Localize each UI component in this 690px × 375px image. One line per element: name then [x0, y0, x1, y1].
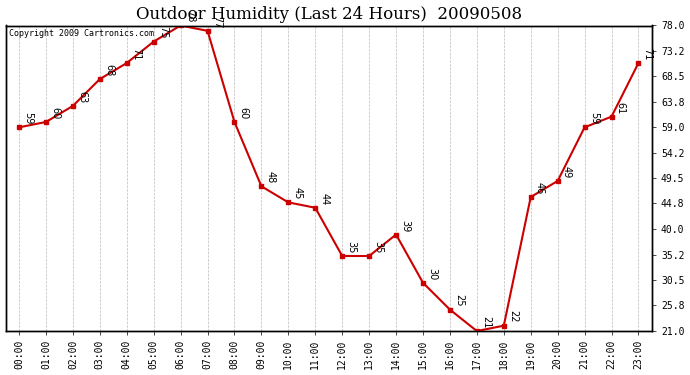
Text: 63: 63 — [77, 91, 87, 103]
Text: 71: 71 — [131, 48, 141, 60]
Text: 78: 78 — [185, 10, 195, 23]
Text: 68: 68 — [104, 64, 114, 76]
Text: 77: 77 — [212, 16, 221, 28]
Text: 35: 35 — [346, 241, 356, 253]
Text: 49: 49 — [562, 166, 572, 178]
Text: 59: 59 — [589, 112, 599, 125]
Text: 48: 48 — [266, 171, 275, 183]
Text: 25: 25 — [454, 294, 464, 307]
Text: 45: 45 — [293, 187, 302, 200]
Text: 22: 22 — [508, 310, 518, 323]
Text: 71: 71 — [642, 48, 653, 60]
Text: 30: 30 — [427, 268, 437, 280]
Text: 60: 60 — [50, 107, 60, 119]
Text: 39: 39 — [400, 219, 411, 232]
Text: 61: 61 — [615, 102, 626, 114]
Text: 35: 35 — [373, 241, 384, 253]
Text: 21: 21 — [481, 316, 491, 328]
Text: Copyright 2009 Cartronics.com: Copyright 2009 Cartronics.com — [9, 28, 154, 38]
Text: 59: 59 — [23, 112, 33, 125]
Title: Outdoor Humidity (Last 24 Hours)  20090508: Outdoor Humidity (Last 24 Hours) 2009050… — [136, 6, 522, 22]
Text: 60: 60 — [239, 107, 248, 119]
Text: 46: 46 — [535, 182, 545, 194]
Text: 44: 44 — [319, 193, 329, 205]
Text: 75: 75 — [158, 26, 168, 39]
